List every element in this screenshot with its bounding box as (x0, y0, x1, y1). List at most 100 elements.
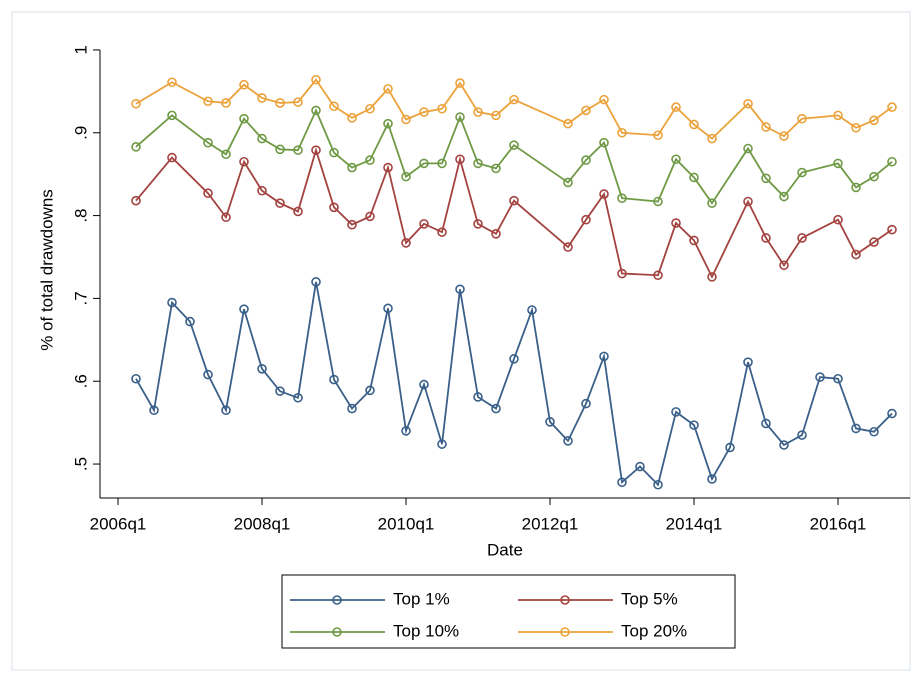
data-point (491, 163, 501, 174)
data-point (401, 426, 411, 436)
series-line (135, 108, 893, 205)
data-point (887, 102, 897, 112)
data-point (257, 185, 267, 196)
data-point (203, 188, 213, 199)
data-point (725, 442, 735, 453)
data-point (455, 284, 465, 295)
data-point (419, 379, 429, 390)
x-tick-label: 2016q1 (810, 514, 867, 533)
data-point (491, 229, 501, 239)
data-point (509, 94, 519, 105)
data-point (599, 351, 609, 362)
data-point (743, 357, 753, 367)
data-point (185, 316, 195, 327)
data-point (311, 74, 321, 85)
data-point (473, 219, 483, 229)
x-tick-label: 2010q1 (378, 514, 435, 533)
data-point (167, 110, 177, 121)
data-point (833, 158, 843, 169)
y-tick-label: .9 (71, 126, 90, 140)
data-point (275, 198, 285, 208)
data-point (617, 268, 627, 279)
data-point (239, 113, 249, 124)
data-point (221, 405, 231, 416)
data-point (563, 177, 573, 188)
legend-label: Top 10% (393, 621, 459, 640)
data-point (167, 77, 177, 88)
data-point (509, 195, 519, 206)
data-point (797, 233, 807, 243)
data-point (383, 303, 393, 314)
data-point (851, 182, 861, 193)
data-point (851, 423, 861, 434)
data-point (833, 373, 843, 384)
data-point (653, 479, 663, 490)
data-point (851, 122, 861, 133)
data-point (707, 474, 717, 484)
data-point (491, 110, 501, 121)
data-point (239, 79, 249, 90)
data-point (437, 439, 447, 449)
data-point (869, 426, 879, 437)
data-point (347, 403, 357, 414)
y-tick-label: .5 (71, 457, 90, 471)
data-point (419, 158, 429, 169)
data-point (329, 147, 339, 158)
data-point (851, 249, 861, 260)
x-tick-label: 2008q1 (234, 514, 291, 533)
x-tick-label: 2012q1 (522, 514, 579, 533)
data-point (131, 142, 141, 152)
data-point (293, 97, 303, 107)
series-line (135, 281, 893, 487)
x-tick-label: 2006q1 (90, 514, 147, 533)
data-point (455, 78, 465, 88)
data-point (347, 162, 357, 173)
data-point (689, 119, 699, 130)
data-point (275, 98, 285, 108)
data-point (869, 237, 879, 247)
data-point (437, 158, 447, 169)
legend-label: Top 1% (393, 589, 450, 608)
series-line (135, 147, 893, 279)
data-point (383, 118, 393, 129)
y-tick-label: .6 (71, 374, 90, 388)
data-point (401, 171, 411, 182)
data-point (131, 195, 141, 206)
y-tick-label: .8 (71, 208, 90, 222)
data-point (239, 304, 249, 314)
data-point (743, 143, 753, 154)
x-tick-label: 2014q1 (666, 514, 723, 533)
data-point (473, 158, 483, 169)
data-point (419, 219, 429, 229)
data-point (887, 224, 897, 235)
data-point (833, 110, 843, 121)
data-point (689, 235, 699, 246)
data-point (131, 373, 141, 384)
data-point (743, 196, 753, 207)
data-point (761, 418, 771, 429)
data-point (671, 102, 681, 112)
data-point (509, 140, 519, 150)
data-point (707, 198, 717, 208)
data-point (779, 191, 789, 202)
data-point (311, 277, 321, 287)
data-point (347, 219, 357, 230)
data-point (797, 430, 807, 440)
data-point (293, 145, 303, 155)
data-point (563, 436, 573, 446)
data-point (545, 417, 555, 427)
data-point (653, 270, 663, 281)
data-point (149, 405, 159, 416)
data-point (617, 477, 627, 488)
data-point (347, 113, 357, 123)
data-point (473, 107, 483, 117)
data-point (401, 238, 411, 248)
data-point (707, 272, 717, 282)
data-point (383, 162, 393, 173)
data-point (653, 130, 663, 141)
data-point (743, 98, 753, 109)
data-point (311, 145, 321, 155)
data-point (437, 227, 447, 237)
data-point (635, 461, 645, 472)
